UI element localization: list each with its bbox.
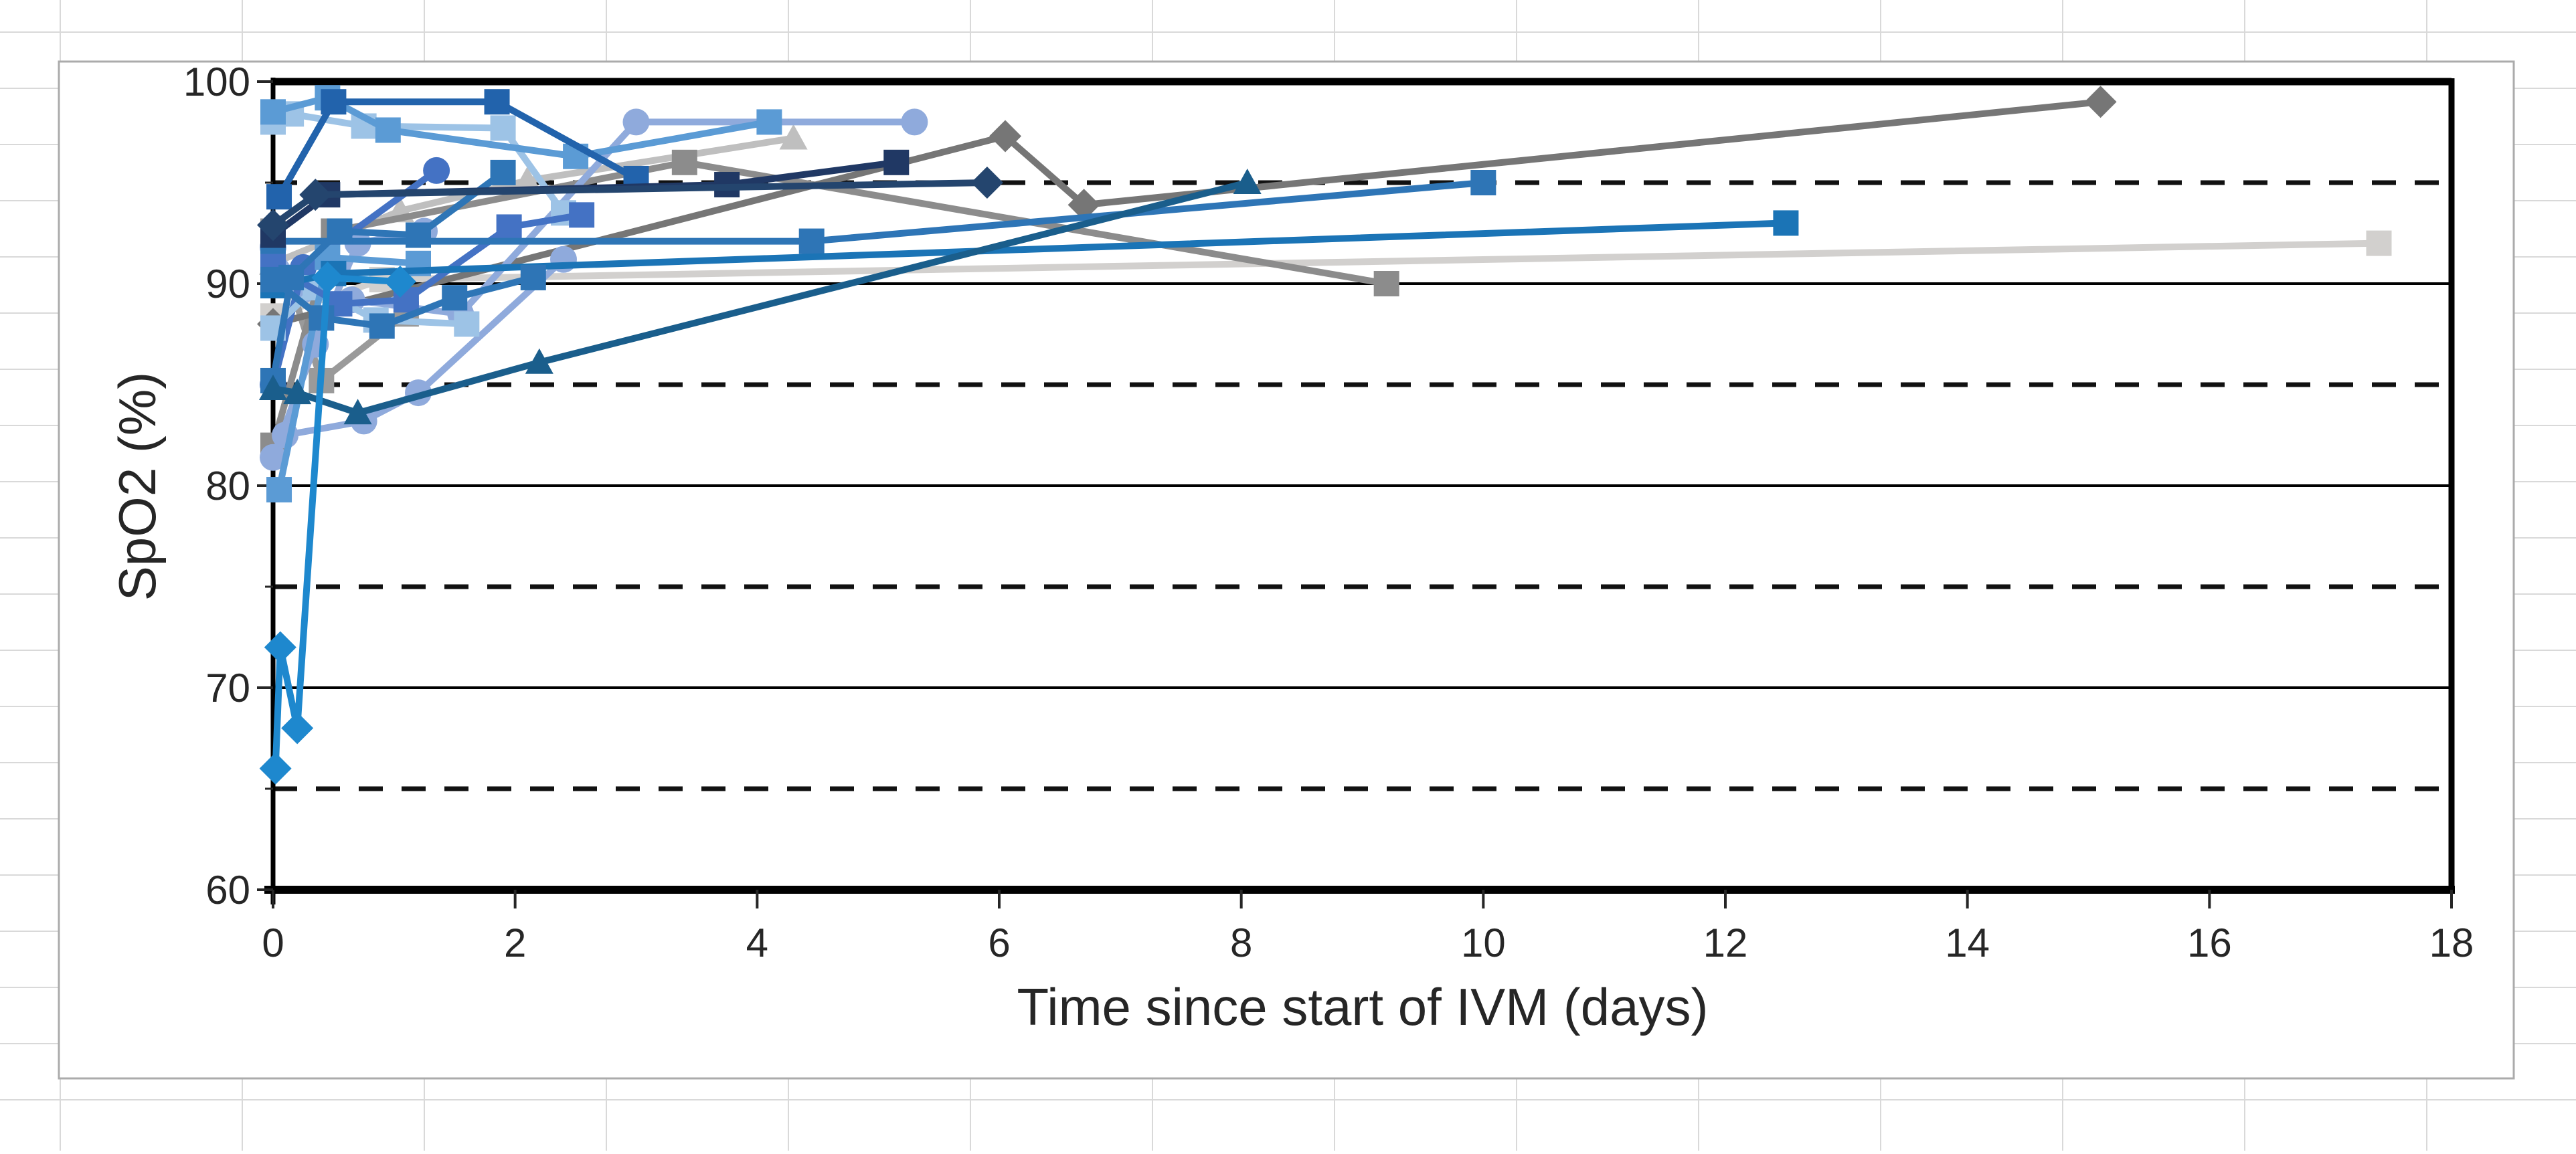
series-marker-square xyxy=(369,313,395,339)
series-marker-square xyxy=(490,159,516,185)
series-line xyxy=(270,98,2104,328)
x-tick-label-12: 12 xyxy=(1703,921,1748,965)
series-marker-diamond xyxy=(2084,86,2117,118)
x-tick-label-18: 18 xyxy=(2429,921,2474,965)
series-marker-square xyxy=(883,149,910,175)
y-axis-title: SpO2 (%) xyxy=(108,372,167,601)
series-marker-diamond xyxy=(989,120,1022,153)
y-tick-label-80: 80 xyxy=(205,464,250,508)
series-marker-square xyxy=(756,109,782,135)
x-axis-title: Time since start of IVM (days) xyxy=(1017,977,1708,1036)
series-marker-circle xyxy=(423,157,450,184)
series-marker-square xyxy=(321,89,347,115)
series-marker-triangle xyxy=(283,379,312,405)
series-marker-square xyxy=(496,214,522,240)
series-marker-triangle xyxy=(1233,169,1262,194)
series-marker-diamond xyxy=(970,167,1003,199)
series-marker-circle xyxy=(622,108,650,136)
series-marker-diamond xyxy=(264,631,296,664)
series-marker-square xyxy=(484,89,510,115)
series-marker-triangle xyxy=(513,166,541,192)
series-marker-square xyxy=(442,285,468,311)
x-tick-label-14: 14 xyxy=(1945,921,1990,965)
series-marker-square xyxy=(2366,230,2392,256)
y-tick-label-70: 70 xyxy=(205,666,250,710)
x-tick-label-6: 6 xyxy=(988,921,1010,965)
x-tick-label-16: 16 xyxy=(2187,921,2232,965)
series-marker-triangle xyxy=(259,375,287,401)
series-22 xyxy=(259,169,1262,425)
series-marker-diamond xyxy=(259,752,292,785)
series-marker-triangle xyxy=(779,124,808,150)
series-marker-square xyxy=(454,311,480,337)
series-marker-diamond xyxy=(299,179,332,211)
series-marker-square xyxy=(406,222,431,248)
series-marker-diamond xyxy=(281,712,314,745)
series-marker-square xyxy=(375,117,401,143)
series-marker-square xyxy=(1470,170,1496,195)
series-marker-square xyxy=(490,115,516,141)
series-23 xyxy=(259,261,416,785)
series-21 xyxy=(257,167,1003,242)
axis-tick-labels: 60 70 80 90 100 0 2 4 6 8 10 12 14 16 18 xyxy=(183,60,2474,965)
series-17 xyxy=(260,264,546,339)
series-marker-diamond xyxy=(257,209,289,242)
series-marker-diamond xyxy=(311,261,344,294)
series-marker-square xyxy=(1773,210,1799,236)
x-tick-label-2: 2 xyxy=(504,921,526,965)
series-marker-square xyxy=(520,264,546,290)
series-marker-square xyxy=(278,264,305,290)
series-marker-square xyxy=(260,99,286,125)
data-series-layer xyxy=(257,85,2392,785)
series-marker-diamond xyxy=(1067,189,1100,221)
series-marker-square xyxy=(266,477,292,503)
series-marker-diamond xyxy=(383,265,416,298)
series-marker-square xyxy=(1373,271,1399,296)
series-marker-square xyxy=(266,184,292,210)
y-tick-label-100: 100 xyxy=(183,60,250,104)
series-19 xyxy=(266,89,649,210)
series-marker-square xyxy=(671,149,697,175)
x-tick-label-10: 10 xyxy=(1461,921,1506,965)
series-marker-triangle xyxy=(343,399,372,425)
series-marker-square xyxy=(569,202,595,228)
series-marker-circle xyxy=(901,108,928,136)
y-tick-label-60: 60 xyxy=(205,868,250,912)
y-tick-label-90: 90 xyxy=(205,262,250,306)
series-marker-square xyxy=(798,228,825,254)
series-marker-triangle xyxy=(525,348,553,374)
series-marker-square xyxy=(327,218,353,244)
series-line xyxy=(276,98,640,201)
chart-area-background xyxy=(58,60,2515,1080)
x-tick-label-4: 4 xyxy=(746,921,768,965)
x-tick-label-0: 0 xyxy=(262,921,284,965)
x-tick-label-8: 8 xyxy=(1230,921,1252,965)
plot-gridlines xyxy=(273,180,2452,791)
series-marker-circle xyxy=(260,444,286,471)
